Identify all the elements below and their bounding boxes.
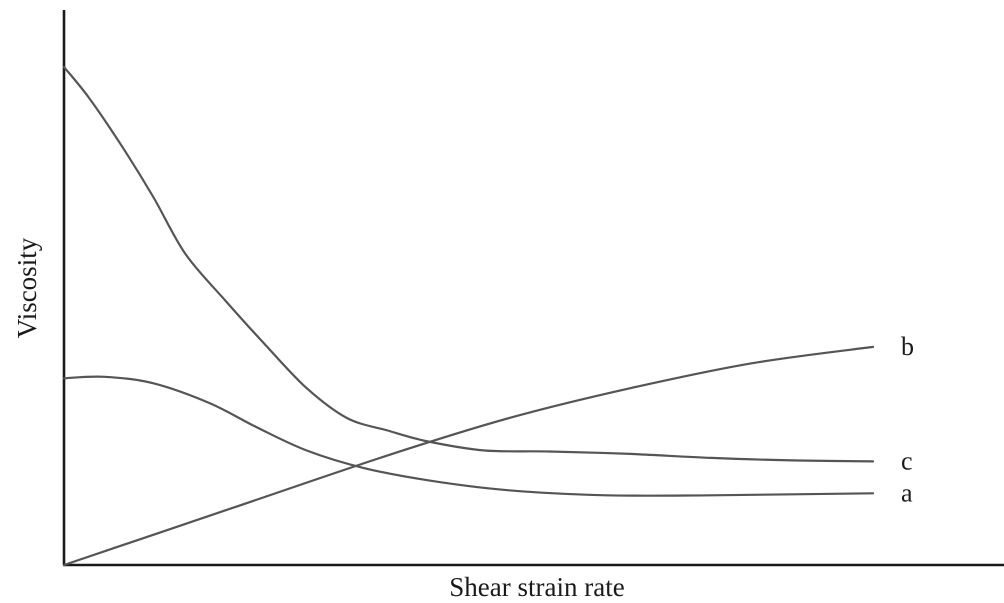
x-axis-label: Shear strain rate	[449, 572, 624, 602]
series-b-line	[62, 345, 875, 567]
series-c-label: c	[901, 446, 913, 475]
y-axis-label: Viscosity	[12, 237, 42, 338]
series-layer: a b c	[62, 65, 914, 567]
series-a-label: a	[901, 478, 913, 507]
series-c-line	[62, 65, 875, 463]
series-b-label: b	[901, 332, 914, 361]
series-a-line	[62, 375, 875, 497]
